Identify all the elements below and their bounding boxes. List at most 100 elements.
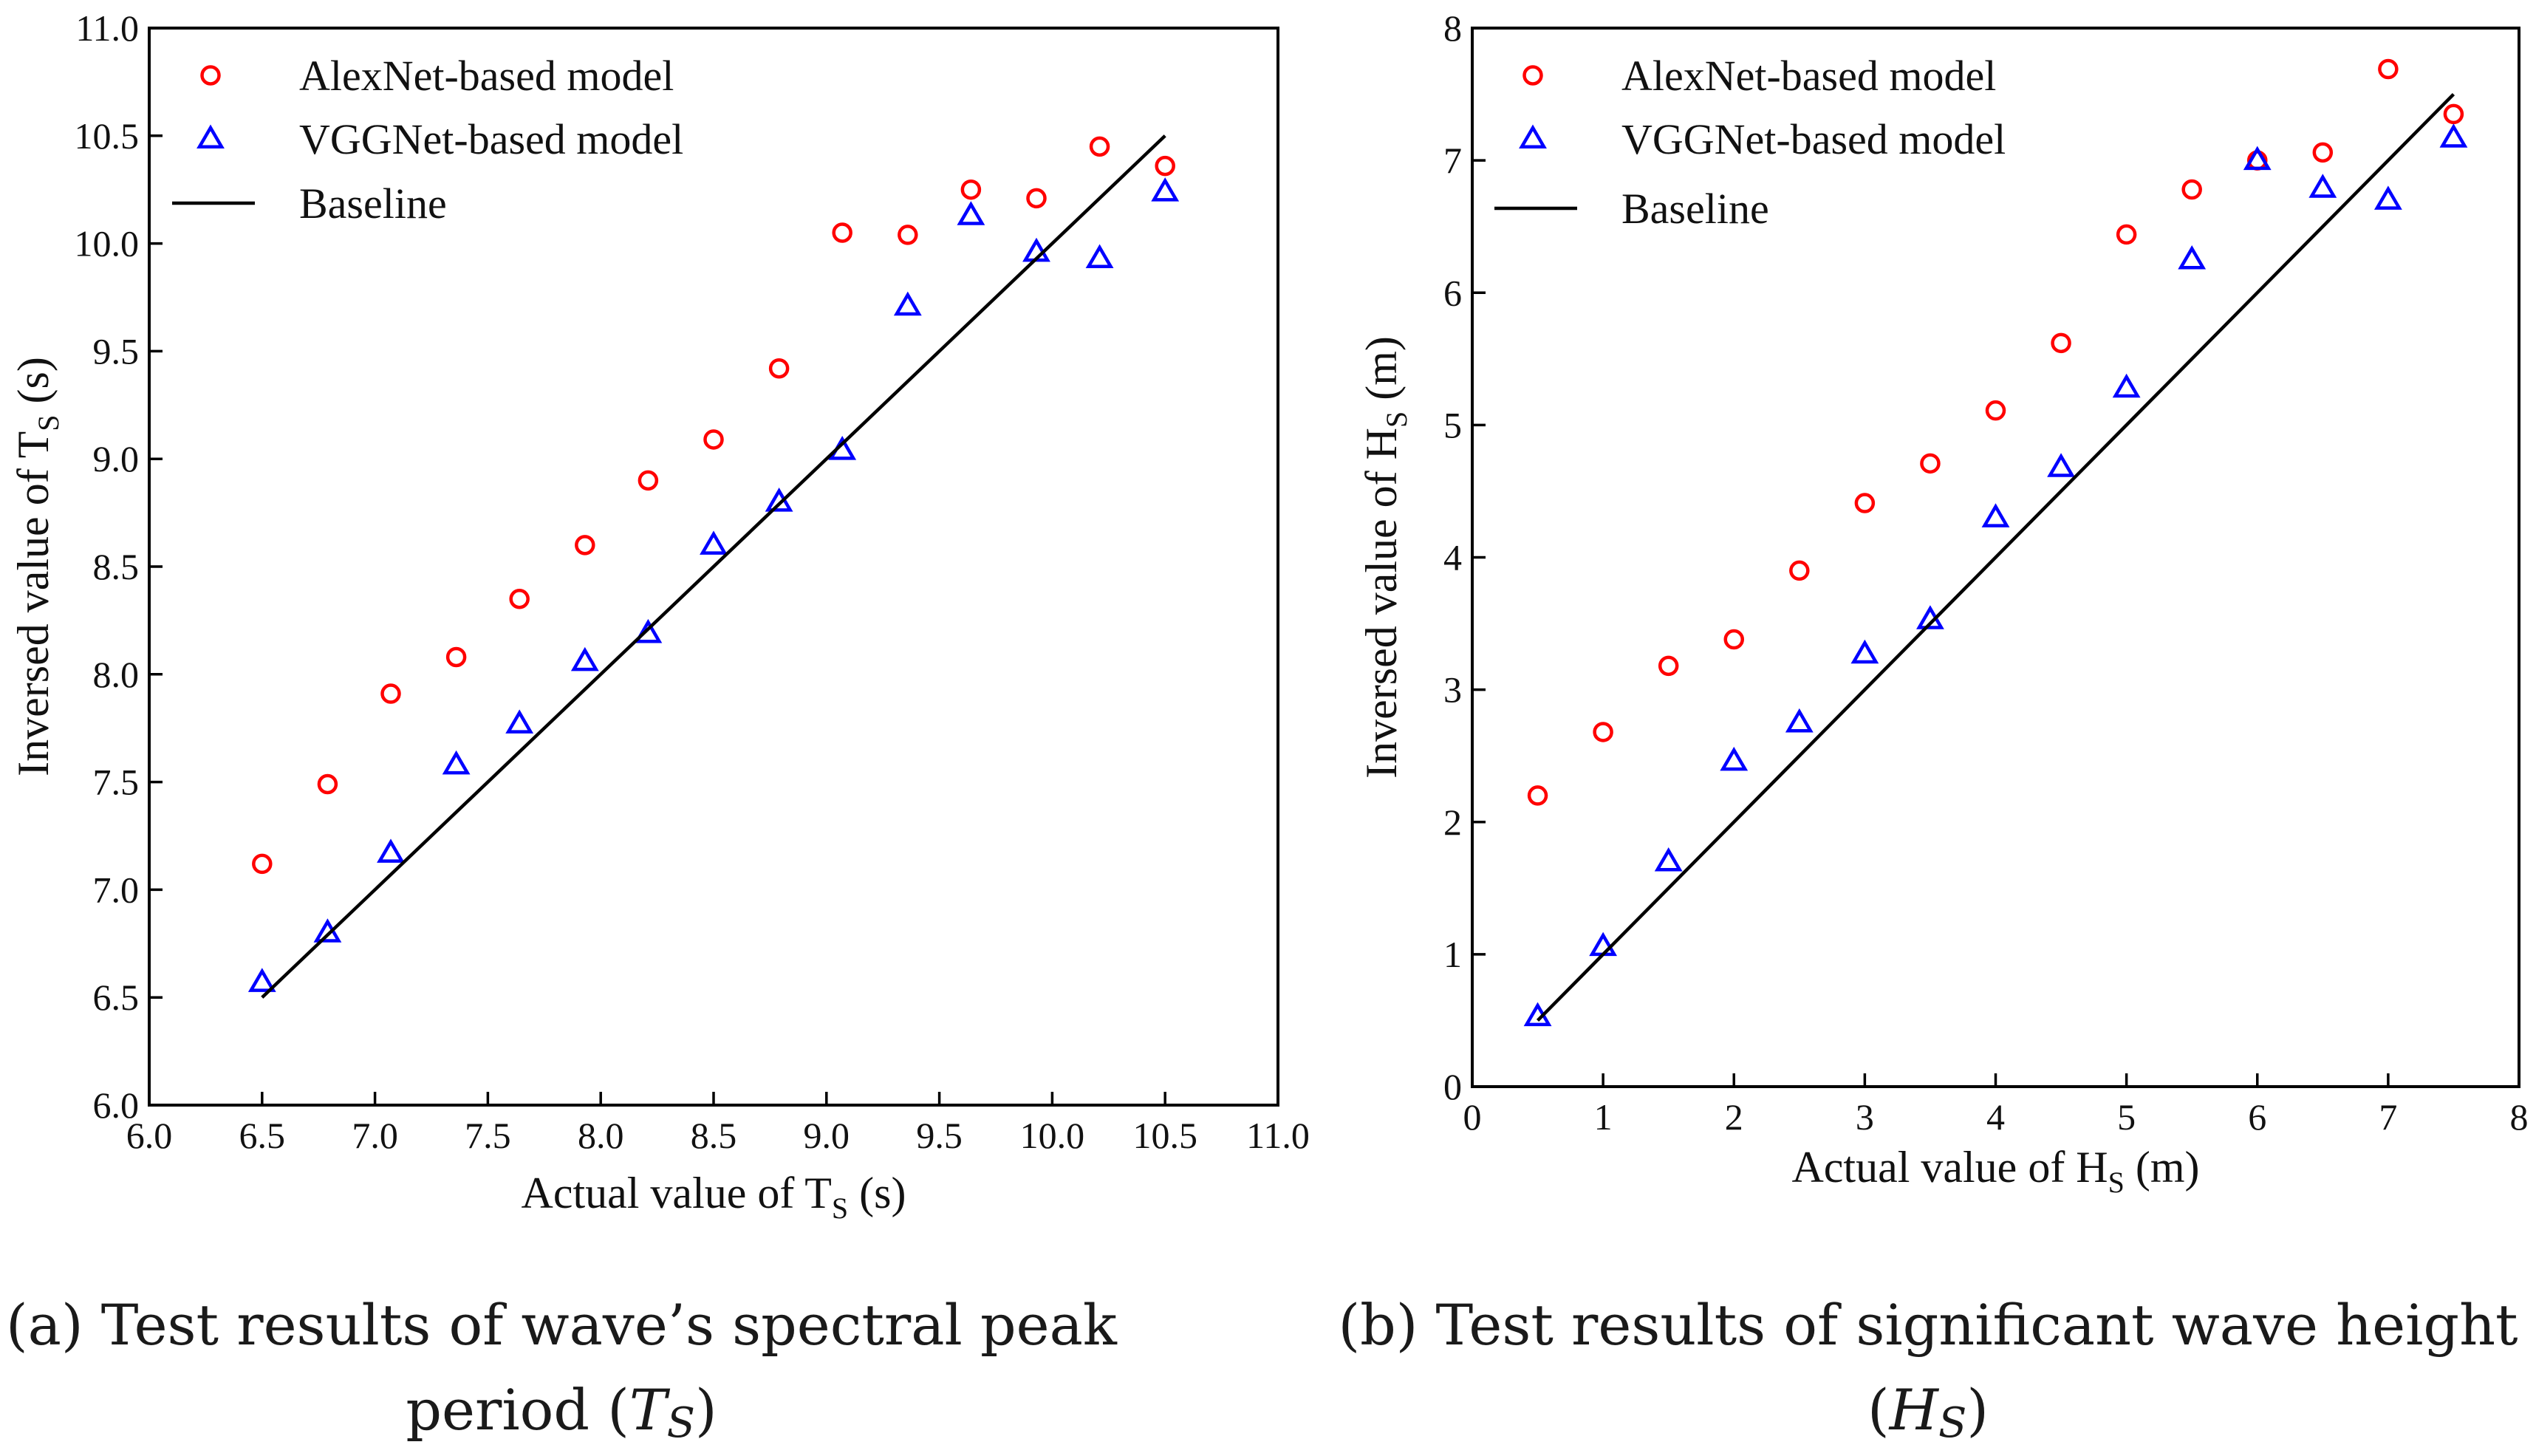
alexnet-point <box>1026 188 1047 209</box>
vggnet-point <box>2112 373 2141 398</box>
y-tick-label: 4 <box>1443 537 1462 578</box>
x-tick-label: 7.5 <box>465 1115 511 1156</box>
vggnet-point <box>2178 245 2207 270</box>
y-axis-label-a: Inversed value of TS (s) <box>9 357 65 776</box>
baseline-line <box>261 134 1166 999</box>
vggnet-point <box>700 530 728 555</box>
vggnet-point <box>247 968 276 992</box>
alexnet-point <box>638 470 659 491</box>
alexnet-point <box>1155 155 1175 177</box>
x-tick-label: 9.5 <box>916 1115 963 1156</box>
alexnet-point <box>2116 224 2137 245</box>
y-tick-label: 8.0 <box>93 654 140 695</box>
vggnet-point <box>765 488 793 512</box>
alexnet-point <box>703 429 724 450</box>
vggnet-point <box>442 750 471 775</box>
y-tick-label: 7.0 <box>93 869 140 910</box>
legend-swatch-vggnet <box>1519 124 1547 149</box>
legend-swatch-vggnet <box>196 124 225 149</box>
y-tick-label: 9.0 <box>93 438 140 479</box>
baseline-line <box>1536 92 2455 1022</box>
x-tick-label: 0 <box>1463 1096 1482 1138</box>
vggnet-point <box>2243 146 2272 171</box>
axis-ticks-b: 0 1 2 3 4 5 6 7 8 0 1 2 3 4 5 6 7 8 <box>1443 7 2529 1138</box>
x-axis-label-a: Actual value of TS (s) <box>522 1169 906 1225</box>
alexnet-point <box>1527 785 1548 806</box>
vggnet-point <box>505 709 534 734</box>
x-tick-label: 6.5 <box>239 1115 286 1156</box>
alexnet-point <box>1854 493 1876 513</box>
chart-panel-a: 6.0 6.5 7.0 7.5 8.0 8.5 9.0 9.5 10.0 10.5 11.0 6.0 6… <box>6 7 1310 1447</box>
x-tick-label: 2 <box>1725 1096 1743 1138</box>
alexnet-point <box>1723 629 1744 650</box>
plot-marks-b <box>1523 58 2468 1027</box>
alexnet-point <box>1985 400 2006 421</box>
x-tick-label: 10.0 <box>1020 1115 1085 1156</box>
y-tick-label: 6.5 <box>93 977 140 1018</box>
y-tick-label: 10.5 <box>75 115 140 157</box>
x-tick-label: 5 <box>2117 1096 2136 1138</box>
vggnet-point <box>634 618 663 643</box>
vggnet-point <box>957 201 985 225</box>
x-tick-label: 3 <box>1856 1096 1874 1138</box>
y-tick-label: 3 <box>1443 669 1462 711</box>
legend-label: VGGNet-based model <box>1621 115 2006 163</box>
legend-label: Baseline <box>299 180 447 228</box>
alexnet-point <box>575 535 595 556</box>
alexnet-point <box>380 683 401 704</box>
vggnet-point <box>893 291 922 316</box>
caption-b-line-1: (b) Test results of significant wave hei… <box>1338 1292 2518 1358</box>
alexnet-point <box>960 179 982 200</box>
alexnet-point <box>317 773 338 795</box>
vggnet-point <box>313 918 342 943</box>
alexnet-point <box>509 588 530 609</box>
vggnet-point <box>570 646 599 671</box>
caption-a-line-1: (a) Test results of wave’s spectral peak <box>6 1292 1118 1358</box>
vggnet-point <box>1785 708 1814 733</box>
alexnet-point <box>445 646 467 668</box>
x-axis-label-b: Actual value of HS (m) <box>1791 1143 2199 1199</box>
x-tick-label: 9.0 <box>804 1115 850 1156</box>
y-tick-label: 6 <box>1443 272 1462 313</box>
alexnet-point <box>2378 58 2399 80</box>
alexnet-point <box>1920 453 1941 474</box>
alexnet-point <box>1593 722 1613 742</box>
legend-a: AlexNet-based model VGGNet-based model Bas… <box>172 52 683 228</box>
alexnet-point <box>768 358 790 379</box>
caption-a-line-2: period (TS) <box>406 1377 717 1447</box>
y-tick-label: 7.5 <box>93 762 140 803</box>
legend-label: AlexNet-based model <box>299 52 674 100</box>
y-tick-label: 6.0 <box>93 1084 140 1126</box>
vggnet-point <box>2373 185 2402 210</box>
vggnet-point <box>1981 503 2010 527</box>
alexnet-point <box>252 853 273 875</box>
y-tick-label: 8.5 <box>93 546 140 587</box>
alexnet-point <box>2312 142 2334 163</box>
alexnet-point <box>1658 655 1679 677</box>
x-tick-label: 6 <box>2248 1096 2266 1138</box>
legend-label: Baseline <box>1621 185 1769 233</box>
x-tick-label: 10.5 <box>1132 1115 1197 1156</box>
vggnet-point <box>2047 453 2075 477</box>
legend-swatch-alexnet <box>1522 65 1543 86</box>
vggnet-point <box>1850 639 1879 664</box>
chart-panel-b: 0 1 2 3 4 5 6 7 8 0 1 2 3 4 5 6 7 8 AlexNet-based model VG… <box>1338 7 2528 1447</box>
alexnet-point <box>1789 560 1810 581</box>
x-tick-label: 4 <box>1986 1096 2005 1138</box>
caption-b-line-2: (HS) <box>1867 1377 1989 1447</box>
y-tick-label: 7 <box>1443 140 1462 181</box>
alexnet-point <box>2181 179 2202 200</box>
y-tick-label: 8 <box>1443 7 1462 49</box>
alexnet-point <box>898 225 918 245</box>
alexnet-point <box>2443 103 2464 125</box>
x-tick-label: 11.0 <box>1246 1115 1310 1156</box>
x-tick-label: 8 <box>2510 1096 2529 1138</box>
legend-b: AlexNet-based model VGGNet-based model Bas… <box>1494 52 2006 233</box>
vggnet-point <box>1654 847 1683 872</box>
y-tick-label: 11.0 <box>75 7 139 49</box>
x-tick-label: 7 <box>2379 1096 2397 1138</box>
y-tick-label: 10.0 <box>75 223 140 264</box>
axis-ticks-a: 6.0 6.5 7.0 7.5 8.0 8.5 9.0 9.5 10.0 10.5 11.0 6.0 6… <box>75 7 1310 1156</box>
x-tick-label: 7.0 <box>352 1115 398 1156</box>
